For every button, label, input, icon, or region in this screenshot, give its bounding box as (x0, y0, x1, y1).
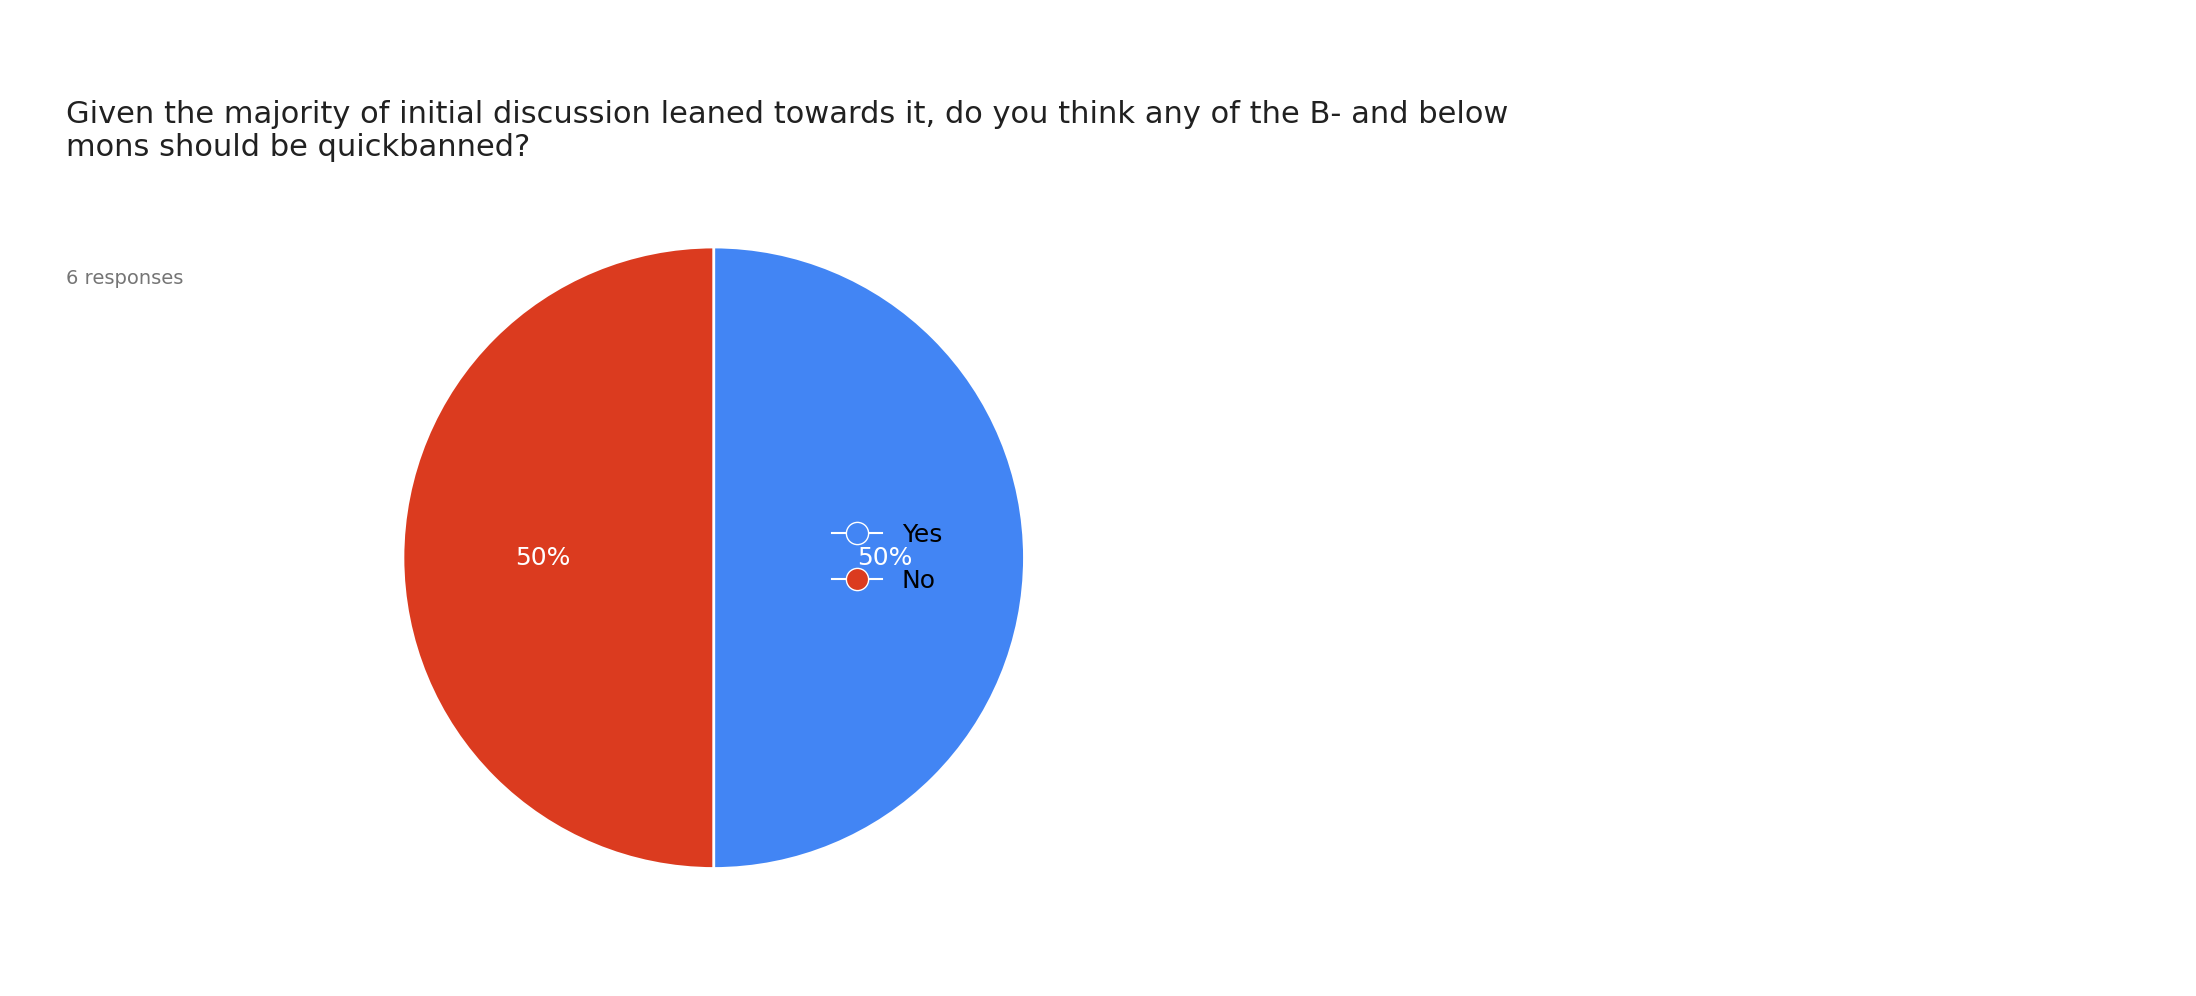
Text: 50%: 50% (516, 546, 571, 570)
Text: Given the majority of initial discussion leaned towards it, do you think any of : Given the majority of initial discussion… (66, 100, 1509, 162)
Wedge shape (714, 247, 1026, 869)
Wedge shape (402, 247, 714, 869)
Legend: Yes, No: Yes, No (819, 510, 955, 606)
Text: 6 responses: 6 responses (66, 269, 182, 288)
Text: 50%: 50% (856, 546, 911, 570)
